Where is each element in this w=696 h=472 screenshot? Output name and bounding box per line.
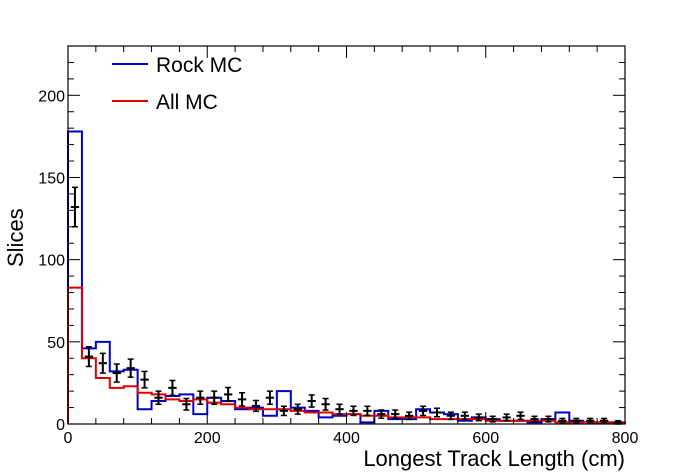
data-points-layer [70, 186, 623, 425]
data-point [502, 413, 511, 422]
y-axis-title: Slices [3, 208, 28, 267]
data-point [377, 409, 386, 419]
y-tick-label: 150 [38, 170, 65, 187]
data-point [84, 346, 94, 368]
data-point [544, 415, 553, 423]
data-point [279, 405, 289, 417]
data-point [363, 405, 372, 417]
data-point [112, 363, 121, 383]
y-tick-label: 0 [56, 417, 65, 434]
y-tick-label: 200 [38, 88, 65, 105]
histogram-rock-mc [67, 130, 626, 424]
x-tick-label: 600 [472, 430, 499, 447]
data-point [335, 403, 344, 415]
x-tick-label: 800 [612, 430, 639, 447]
data-point [293, 403, 302, 415]
legend: Rock MC All MC [112, 54, 242, 114]
data-point [168, 379, 177, 396]
axis-ticks [67, 45, 626, 425]
data-point [404, 411, 414, 421]
data-point [126, 358, 135, 378]
data-point [474, 413, 483, 422]
data-point [516, 411, 525, 421]
data-point [196, 390, 205, 406]
data-point [530, 415, 539, 423]
legend-all-mc-label: All MC [156, 91, 218, 114]
data-point [307, 394, 316, 408]
data-point [586, 417, 595, 424]
x-tick-label: 400 [333, 430, 360, 447]
data-point [321, 397, 330, 411]
data-point [154, 390, 163, 406]
data-point [223, 386, 233, 403]
data-point [418, 405, 428, 417]
data-point [460, 411, 470, 421]
axes-frame [67, 45, 626, 425]
histogram-layer [67, 130, 626, 424]
plot-frame [67, 45, 626, 425]
data-point [140, 370, 149, 389]
data-point [251, 399, 261, 413]
y-tick-label: 50 [47, 335, 65, 352]
y-tick-label: 100 [38, 253, 65, 270]
data-point [349, 405, 358, 417]
x-tick-label: 0 [64, 430, 73, 447]
x-axis-title: Longest Track Length (cm) [363, 446, 625, 471]
data-point [237, 392, 247, 407]
data-point [558, 417, 567, 424]
x-tick-label: 200 [194, 430, 221, 447]
data-point [210, 390, 219, 406]
data-point [70, 186, 80, 228]
data-point [391, 409, 400, 419]
data-point [432, 407, 442, 418]
data-point [98, 352, 107, 374]
data-point [572, 417, 581, 424]
data-point [599, 417, 609, 424]
tick-labels: 0 200 400 600 800 0 50 100 150 200 [38, 88, 638, 447]
data-point [446, 411, 456, 421]
legend-rock-mc-label: Rock MC [156, 54, 242, 77]
data-point [182, 397, 191, 411]
data-point [265, 390, 275, 406]
data-point [488, 415, 497, 423]
